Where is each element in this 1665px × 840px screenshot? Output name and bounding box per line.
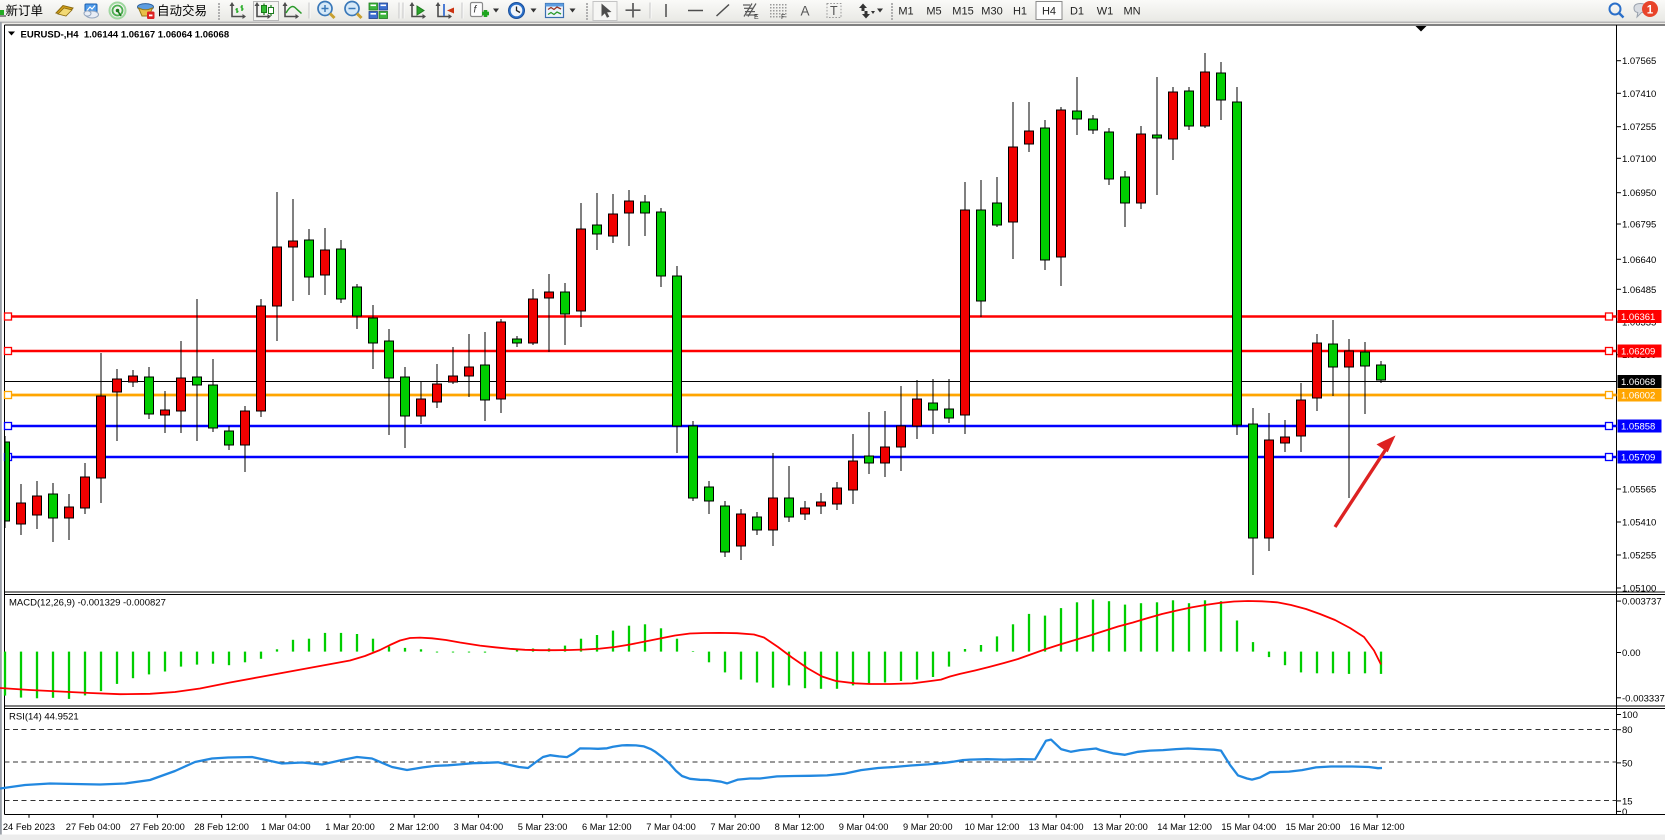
svg-text:14 Mar 12:00: 14 Mar 12:00 [1157, 822, 1212, 832]
svg-text:27 Feb 04:00: 27 Feb 04:00 [66, 822, 121, 832]
svg-text:A: A [801, 4, 810, 19]
svg-text:5 Mar 23:00: 5 Mar 23:00 [518, 822, 568, 832]
svg-text:13 Mar 04:00: 13 Mar 04:00 [1029, 822, 1084, 832]
svg-text:8 Mar 12:00: 8 Mar 12:00 [775, 822, 825, 832]
svg-text:f: f [474, 5, 478, 16]
svg-text:1.06002: 1.06002 [1621, 391, 1655, 402]
svg-text:24 Feb 2023: 24 Feb 2023 [3, 822, 55, 832]
svg-text:1: 1 [1647, 5, 1654, 17]
svg-text:M1: M1 [898, 6, 913, 18]
svg-text:RSI(14) 44.9521: RSI(14) 44.9521 [9, 712, 79, 723]
svg-text:1.06640: 1.06640 [1622, 255, 1656, 266]
svg-text:6 Mar 12:00: 6 Mar 12:00 [582, 822, 632, 832]
svg-text:1 Mar 20:00: 1 Mar 20:00 [325, 822, 375, 832]
svg-text:9 Mar 04:00: 9 Mar 04:00 [839, 822, 889, 832]
svg-text:27 Feb 20:00: 27 Feb 20:00 [130, 822, 185, 832]
svg-text:7 Mar 04:00: 7 Mar 04:00 [646, 822, 696, 832]
svg-text:1 Mar 04:00: 1 Mar 04:00 [261, 822, 311, 832]
svg-text:1.07565: 1.07565 [1622, 56, 1656, 67]
svg-text:MN: MN [1123, 6, 1140, 18]
svg-text:1.07100: 1.07100 [1622, 154, 1656, 165]
svg-text:15: 15 [1622, 796, 1633, 807]
svg-text:1.05410: 1.05410 [1622, 518, 1656, 529]
svg-text:0.00: 0.00 [1622, 648, 1641, 659]
svg-text:15 Mar 04:00: 15 Mar 04:00 [1221, 822, 1276, 832]
svg-text:28 Feb 12:00: 28 Feb 12:00 [194, 822, 249, 832]
svg-text:0: 0 [1622, 807, 1627, 818]
svg-text:3 Mar 04:00: 3 Mar 04:00 [454, 822, 504, 832]
svg-text:H4: H4 [1042, 6, 1056, 18]
svg-text:T: T [830, 4, 838, 18]
svg-text:1.07255: 1.07255 [1622, 122, 1656, 133]
svg-text:D1: D1 [1070, 6, 1084, 18]
svg-text:EURUSD-,H4 1.06144 1.06167 1.: EURUSD-,H4 1.06144 1.06167 1.06064 1.060… [21, 29, 230, 40]
svg-text:-0.003337: -0.003337 [1622, 693, 1665, 704]
svg-text:F: F [781, 14, 785, 21]
svg-text:1.06485: 1.06485 [1622, 285, 1656, 296]
svg-text:1.05709: 1.05709 [1621, 453, 1655, 464]
svg-text:16 Mar 12:00: 16 Mar 12:00 [1350, 822, 1405, 832]
svg-text:新订单: 新订单 [6, 3, 44, 18]
svg-text:10 Mar 12:00: 10 Mar 12:00 [965, 822, 1020, 832]
svg-text:1.06068: 1.06068 [1621, 377, 1655, 388]
svg-text:1.06950: 1.06950 [1622, 188, 1656, 199]
svg-text:E: E [754, 14, 759, 21]
svg-text:15 Mar 20:00: 15 Mar 20:00 [1286, 822, 1341, 832]
svg-text:H1: H1 [1013, 6, 1027, 18]
svg-text:MACD(12,26,9) -0.001329 -0.000: MACD(12,26,9) -0.001329 -0.000827 [9, 598, 166, 609]
svg-text:7 Mar 20:00: 7 Mar 20:00 [710, 822, 760, 832]
svg-text:1.06209: 1.06209 [1621, 347, 1655, 358]
svg-text:80: 80 [1622, 725, 1633, 736]
svg-text:M15: M15 [952, 6, 973, 18]
svg-text:M30: M30 [981, 6, 1002, 18]
svg-text:1.06361: 1.06361 [1621, 312, 1655, 323]
svg-text:1.05565: 1.05565 [1622, 485, 1656, 496]
svg-text:1.06795: 1.06795 [1622, 220, 1656, 231]
svg-text:0.003737: 0.003737 [1622, 597, 1662, 608]
svg-text:M5: M5 [926, 6, 941, 18]
svg-text:W1: W1 [1097, 6, 1114, 18]
svg-text:1.05255: 1.05255 [1622, 551, 1656, 562]
svg-text:1.07410: 1.07410 [1622, 89, 1656, 100]
svg-text:9 Mar 20:00: 9 Mar 20:00 [903, 822, 953, 832]
svg-text:13 Mar 20:00: 13 Mar 20:00 [1093, 822, 1148, 832]
svg-text:100: 100 [1622, 710, 1638, 721]
svg-text:2 Mar 12:00: 2 Mar 12:00 [389, 822, 439, 832]
svg-text:1.05100: 1.05100 [1622, 584, 1656, 595]
svg-text:1.05858: 1.05858 [1621, 422, 1655, 433]
svg-text:自动交易: 自动交易 [157, 3, 207, 18]
svg-text:50: 50 [1622, 758, 1633, 769]
